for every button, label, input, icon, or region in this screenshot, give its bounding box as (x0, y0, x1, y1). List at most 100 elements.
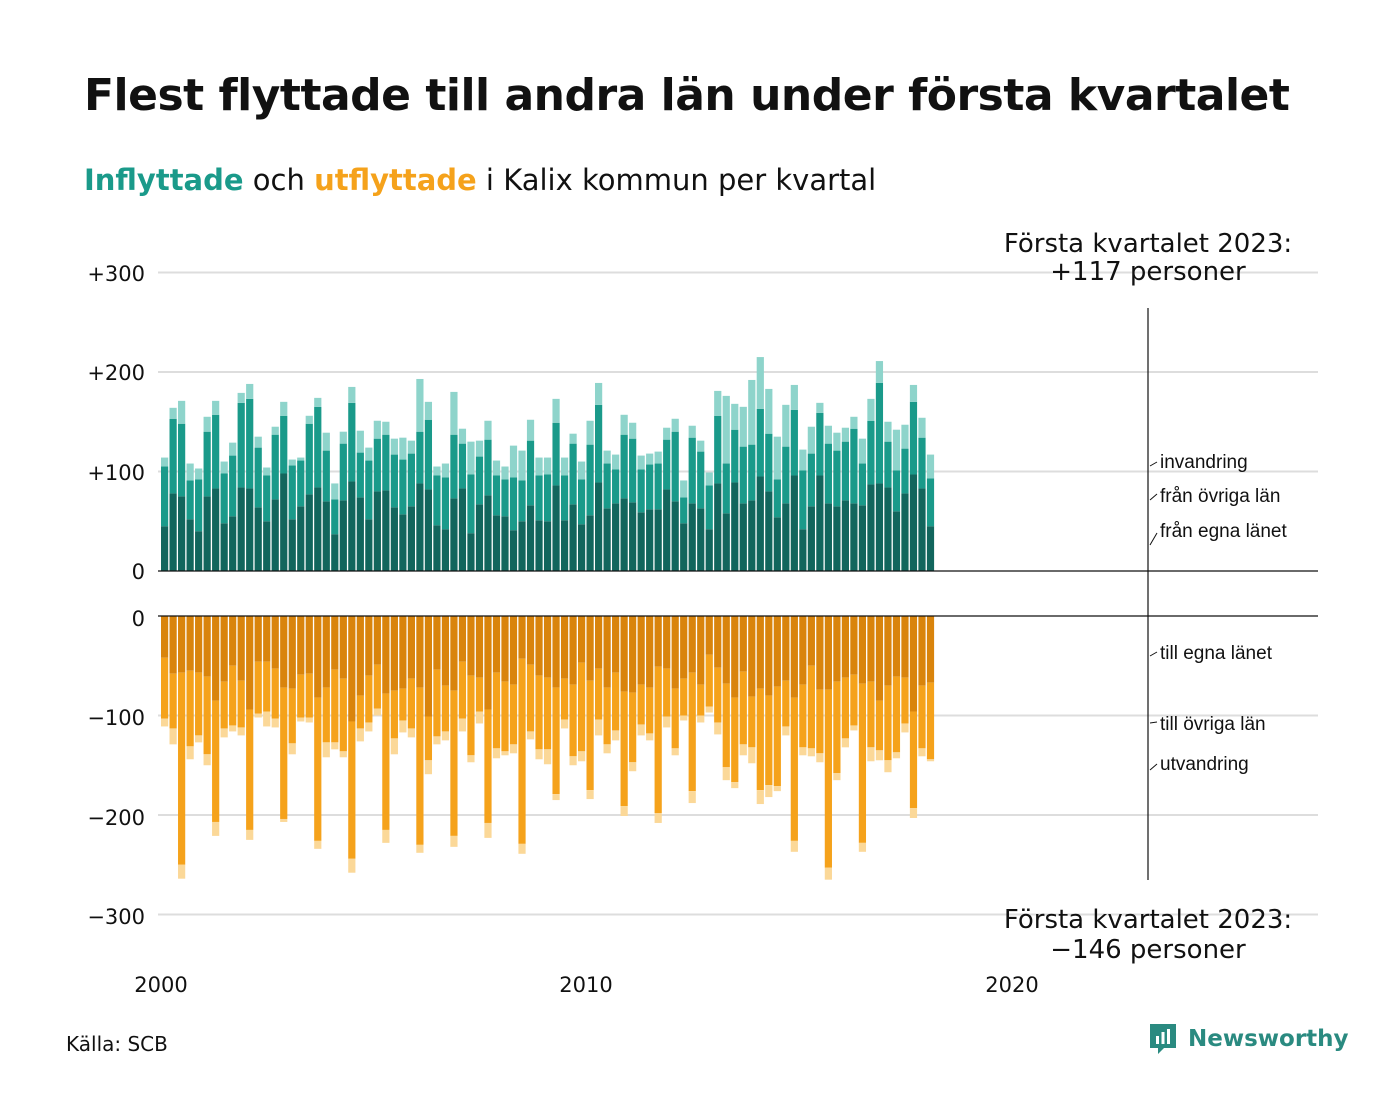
bar-out-own-county (484, 616, 492, 710)
bar-out-emigration (603, 744, 611, 754)
annotation-bottom-line2: −146 personer (1050, 935, 1246, 965)
bar-in-immigration (816, 402, 824, 413)
bar-out-other-county (467, 675, 475, 756)
bar-out-other-county (799, 684, 807, 748)
bar-in-other-county (875, 382, 884, 484)
bar-out-own-county (586, 616, 594, 681)
bar-out-other-county (892, 676, 901, 753)
bar-out-other-county (161, 657, 169, 719)
bar-in-other-county (543, 474, 552, 522)
bar-in-own-county (586, 515, 594, 571)
bar-in-own-county (705, 529, 713, 571)
bar-in-other-county (646, 464, 654, 510)
bar-out-other-county (212, 700, 220, 822)
bar-in-own-county (186, 519, 194, 571)
bar-out-own-county (739, 616, 747, 672)
bar-in-immigration (203, 416, 211, 432)
bar-in-other-county (748, 444, 756, 501)
bar-out-other-county (748, 696, 756, 748)
bar-in-immigration (484, 420, 492, 440)
bar-in-other-county (739, 446, 747, 504)
bar-in-immigration (263, 467, 271, 476)
bar-out-other-county (509, 684, 518, 745)
bar-in-immigration (637, 455, 645, 470)
bar-out-emigration (612, 730, 620, 741)
bar-in-other-county (858, 463, 867, 506)
bar-out-own-county (467, 616, 475, 676)
bar-out-other-county (271, 668, 279, 719)
bar-out-own-county (560, 616, 569, 679)
bar-in-own-county (884, 487, 892, 571)
bar-out-emigration (867, 747, 875, 762)
bar-out-emigration (246, 829, 254, 840)
bar-in-immigration (603, 450, 611, 464)
bar-out-other-county (782, 680, 790, 727)
bar-out-own-county (569, 616, 577, 685)
bar-out-own-county (365, 616, 373, 676)
bar-in-immigration (467, 441, 475, 475)
bar-out-emigration (739, 744, 747, 756)
bar-out-own-county (322, 616, 330, 688)
bar-in-other-county (552, 422, 560, 486)
bar-in-other-county (229, 455, 237, 517)
bar-out-own-county (161, 616, 169, 658)
bar-out-emigration (450, 835, 458, 847)
bar-in-immigration (612, 454, 620, 470)
bar-out-own-county (858, 616, 867, 684)
bar-out-own-county (841, 616, 849, 678)
bar-out-other-county (356, 695, 364, 729)
bar-out-emigration (841, 738, 849, 748)
bar-out-other-county (220, 681, 228, 729)
bar-out-other-county (526, 664, 535, 732)
bar-in-immigration (858, 438, 867, 464)
bar-out-other-county (629, 692, 637, 763)
y-tick-bottom: 0 (132, 607, 145, 631)
bar-out-other-county (399, 688, 407, 721)
bar-out-other-county (612, 672, 620, 731)
bar-out-other-county (535, 675, 543, 750)
bar-in-own-county (765, 491, 773, 571)
x-tick-label: 2000 (134, 973, 187, 997)
bar-out-own-county (305, 616, 313, 674)
label-tick (1149, 493, 1158, 501)
bar-in-other-county (475, 456, 484, 505)
label-fran-ovriga-lan: från övriga län (1160, 486, 1280, 507)
bar-in-own-county (773, 517, 781, 571)
bar-in-other-county (722, 463, 730, 514)
bar-in-immigration (441, 463, 450, 478)
bar-out-own-county (407, 616, 415, 679)
bar-in-other-county (263, 475, 271, 522)
bar-out-other-county (875, 700, 884, 751)
bar-in-other-county (577, 479, 586, 525)
bar-out-other-county (705, 654, 713, 707)
bar-in-other-county (501, 479, 509, 517)
y-tick-bottom: −300 (87, 905, 145, 929)
y-tick-top: +200 (87, 361, 145, 385)
bar-out-emigration (773, 786, 781, 792)
bar-in-own-county (816, 475, 824, 571)
bar-out-emigration (237, 727, 245, 736)
bar-out-emigration (705, 706, 713, 713)
bar-out-emigration (595, 719, 603, 736)
bar-in-other-county (773, 479, 781, 518)
bar-in-immigration (884, 421, 892, 442)
bar-in-own-county (178, 496, 186, 571)
bar-out-other-county (926, 682, 935, 760)
bar-in-immigration (535, 457, 543, 476)
bar-in-other-county (824, 443, 832, 504)
bar-in-other-county (807, 453, 815, 507)
bar-out-own-county (799, 616, 807, 685)
bar-out-emigration (331, 742, 339, 750)
bar-out-own-county (501, 616, 509, 682)
bar-in-immigration (246, 383, 254, 399)
bar-out-own-county (518, 616, 526, 659)
bar-out-emigration (833, 773, 841, 781)
bar-out-own-county (169, 616, 177, 674)
bar-in-own-county (875, 483, 884, 571)
bar-out-own-county (748, 616, 756, 697)
bar-in-immigration (892, 429, 901, 471)
bar-in-own-county (441, 529, 450, 571)
bar-in-other-county (867, 420, 875, 485)
bar-in-immigration (297, 457, 305, 461)
bar-in-own-county (161, 526, 169, 571)
